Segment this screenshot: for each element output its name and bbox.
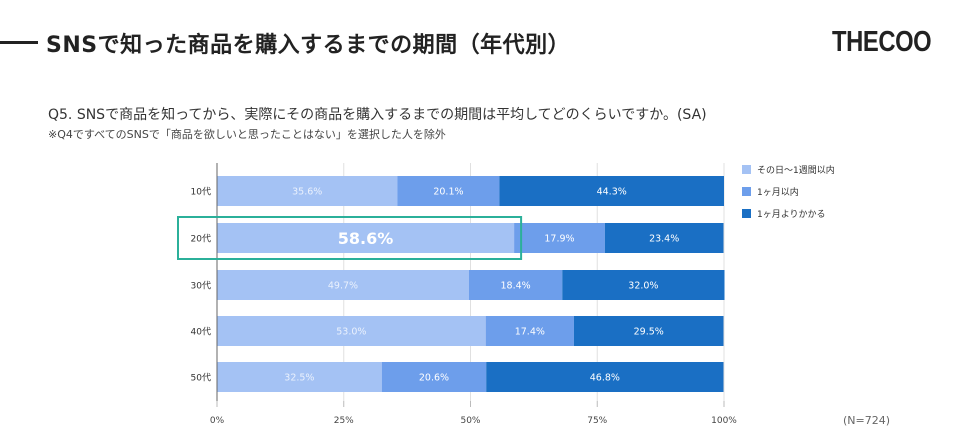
data-label: 32.0% <box>628 281 658 292</box>
bar-segment <box>397 176 500 206</box>
data-label: 20.1% <box>433 187 463 198</box>
data-label: 44.3% <box>597 187 627 198</box>
thecoo-logo: THECOO <box>832 26 932 58</box>
legend-item-same-day-to-1-week: その日〜1週間以内 <box>742 158 835 180</box>
bar-segment <box>217 270 469 300</box>
bar-segment <box>468 270 563 300</box>
data-label: 49.7% <box>328 281 358 292</box>
x-tick-label: 100% <box>711 416 737 426</box>
x-tick-label: 50% <box>460 416 480 426</box>
y-category-label: 30代 <box>191 281 211 292</box>
bar-segment <box>562 270 725 300</box>
bar-segment <box>217 316 486 346</box>
x-tick-label: 0% <box>210 416 225 426</box>
data-label: 29.5% <box>634 327 664 338</box>
y-category-label: 50代 <box>191 373 211 384</box>
legend-swatch <box>742 186 751 196</box>
bar-segment <box>604 223 724 253</box>
legend-swatch <box>742 208 751 218</box>
data-label: 58.6% <box>338 229 394 248</box>
bar-segment <box>499 176 724 206</box>
data-label: 35.6% <box>292 187 322 198</box>
bars-layer <box>217 176 725 392</box>
data-label: 32.5% <box>284 373 314 384</box>
legend-label: 1ヶ月よりかかる <box>757 209 826 220</box>
x-tick-label: 25% <box>334 416 354 426</box>
legend-item-over-1-month: 1ヶ月よりかかる <box>742 202 835 224</box>
axis-layer: 0% 25% 50% 75% 100% 10代 20代 30代 40代 50代 <box>191 163 737 426</box>
title-rule <box>0 41 38 44</box>
legend-label: その日〜1週間以内 <box>757 165 835 176</box>
labels-layer: 35.6% 20.1% 44.3% 58.6% 17.9% 23.4% 49.7% 18.4%… <box>284 187 679 384</box>
data-label: 18.4% <box>501 281 531 292</box>
data-label: 17.4% <box>515 327 545 338</box>
legend-swatch <box>742 164 751 174</box>
bar-segment <box>485 316 574 346</box>
bar-segment <box>217 176 398 206</box>
data-label: 53.0% <box>336 327 366 338</box>
bar-segment <box>573 316 724 346</box>
legend-label: 1ヶ月以内 <box>757 187 799 198</box>
bar-segment <box>217 362 382 392</box>
legend-item-within-1-month: 1ヶ月以内 <box>742 180 835 202</box>
y-category-label: 40代 <box>191 327 211 338</box>
x-tick-label: 75% <box>587 416 607 426</box>
data-label: 17.9% <box>544 234 574 245</box>
y-category-label: 20代 <box>191 234 211 245</box>
highlight-layer <box>177 216 523 260</box>
bar-segment <box>381 362 487 392</box>
sample-size: (N=724) <box>843 414 891 427</box>
bar-segment <box>217 223 515 253</box>
page-title: SNSで知った商品を購入するまでの期間（年代別） <box>46 33 571 58</box>
data-label: 46.8% <box>590 373 620 384</box>
y-category-label: 10代 <box>191 187 211 198</box>
survey-note: ※Q4ですべてのSNSで「商品を欲しいと思ったことはない」を選択した人を除外 <box>48 128 446 141</box>
bar-segment <box>486 362 724 392</box>
survey-question: Q5. SNSで商品を知ってから、実際にその商品を購入するまでの期間は平均してど… <box>48 107 707 123</box>
data-label: 23.4% <box>649 234 679 245</box>
chart-legend: その日〜1週間以内 1ヶ月以内 1ヶ月よりかかる <box>742 158 835 224</box>
data-label: 20.6% <box>419 373 449 384</box>
highlight-box <box>177 216 523 260</box>
bar-segment <box>514 223 605 253</box>
